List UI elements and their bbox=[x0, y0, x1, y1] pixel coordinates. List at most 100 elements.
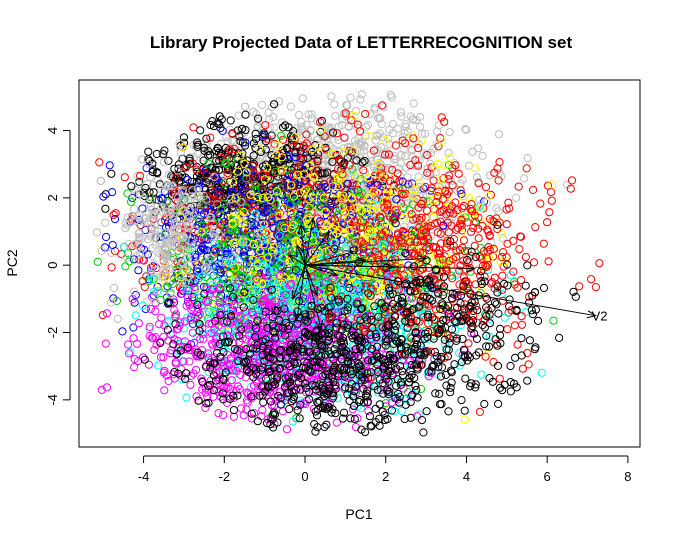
data-point bbox=[216, 153, 225, 162]
data-point bbox=[267, 401, 276, 410]
data-point bbox=[216, 191, 225, 201]
data-point bbox=[415, 156, 424, 165]
data-point bbox=[544, 257, 553, 266]
data-point bbox=[448, 181, 457, 190]
data-point bbox=[270, 139, 279, 149]
data-point bbox=[314, 188, 323, 197]
data-point bbox=[234, 320, 243, 329]
data-point bbox=[289, 178, 298, 188]
data-point bbox=[198, 324, 207, 333]
data-point bbox=[185, 357, 194, 366]
data-point bbox=[399, 213, 408, 223]
data-point bbox=[249, 265, 258, 274]
data-point bbox=[461, 124, 470, 134]
data-point bbox=[375, 113, 384, 122]
data-point bbox=[279, 135, 288, 144]
data-point bbox=[512, 193, 521, 202]
data-point bbox=[575, 282, 584, 291]
data-point bbox=[282, 290, 291, 299]
data-point bbox=[302, 161, 311, 170]
data-point bbox=[286, 199, 295, 208]
data-point bbox=[188, 303, 197, 312]
data-point bbox=[305, 203, 314, 212]
data-point bbox=[241, 138, 250, 147]
data-point bbox=[539, 239, 548, 248]
data-point bbox=[317, 184, 326, 193]
data-point bbox=[131, 311, 140, 320]
data-point bbox=[415, 182, 424, 191]
data-point bbox=[331, 189, 340, 198]
data-point bbox=[476, 271, 485, 280]
data-point bbox=[346, 93, 355, 102]
data-point bbox=[258, 125, 267, 134]
data-point bbox=[302, 130, 311, 139]
data-point bbox=[135, 255, 144, 264]
data-point bbox=[198, 272, 207, 281]
data-point bbox=[330, 242, 339, 251]
data-point bbox=[203, 349, 213, 358]
data-point bbox=[144, 360, 153, 369]
data-point bbox=[437, 175, 446, 184]
data-point bbox=[277, 153, 286, 162]
data-point bbox=[259, 129, 268, 138]
data-point bbox=[322, 211, 331, 220]
data-point bbox=[352, 172, 361, 181]
data-point bbox=[162, 371, 171, 380]
data-point bbox=[447, 218, 456, 227]
data-point bbox=[214, 388, 223, 397]
data-point bbox=[152, 288, 161, 297]
data-point bbox=[331, 111, 340, 120]
data-point bbox=[475, 251, 484, 260]
data-point bbox=[215, 376, 224, 385]
data-point bbox=[334, 176, 343, 185]
data-point bbox=[263, 236, 272, 245]
data-point bbox=[315, 202, 324, 211]
data-point bbox=[369, 186, 378, 196]
data-point bbox=[247, 221, 256, 230]
data-point bbox=[258, 154, 267, 163]
data-point bbox=[275, 211, 284, 220]
data-point bbox=[309, 169, 318, 178]
data-point bbox=[223, 169, 232, 178]
data-point bbox=[334, 308, 343, 317]
data-point bbox=[396, 108, 405, 117]
data-point bbox=[409, 99, 418, 108]
data-point bbox=[320, 422, 329, 432]
data-point bbox=[383, 184, 392, 194]
data-point bbox=[255, 201, 265, 210]
data-point bbox=[364, 193, 373, 202]
data-point bbox=[362, 357, 371, 366]
data-point bbox=[366, 110, 375, 119]
data-point bbox=[133, 339, 142, 348]
data-point bbox=[319, 193, 328, 202]
data-point bbox=[366, 177, 375, 186]
data-point bbox=[270, 123, 279, 132]
data-point bbox=[288, 417, 297, 426]
data-point bbox=[264, 362, 273, 371]
data-point bbox=[243, 255, 252, 264]
data-point bbox=[238, 219, 247, 228]
data-point bbox=[426, 188, 436, 197]
data-point bbox=[351, 423, 360, 432]
data-point bbox=[258, 100, 267, 110]
data-point bbox=[567, 176, 577, 185]
data-point bbox=[407, 130, 416, 139]
data-point bbox=[130, 363, 139, 372]
data-point bbox=[347, 193, 356, 202]
data-point bbox=[470, 164, 480, 173]
data-point bbox=[286, 209, 295, 218]
data-point bbox=[322, 145, 331, 154]
data-point bbox=[446, 153, 455, 162]
data-point bbox=[108, 240, 117, 250]
data-point bbox=[146, 304, 155, 314]
data-point bbox=[288, 180, 297, 189]
data-point bbox=[255, 312, 264, 321]
data-point bbox=[221, 329, 230, 338]
data-point bbox=[396, 159, 405, 168]
data-point bbox=[282, 175, 291, 184]
data-point bbox=[402, 163, 411, 172]
data-point bbox=[181, 317, 190, 326]
data-point bbox=[537, 368, 546, 377]
data-point bbox=[226, 384, 235, 394]
data-point bbox=[155, 280, 164, 289]
